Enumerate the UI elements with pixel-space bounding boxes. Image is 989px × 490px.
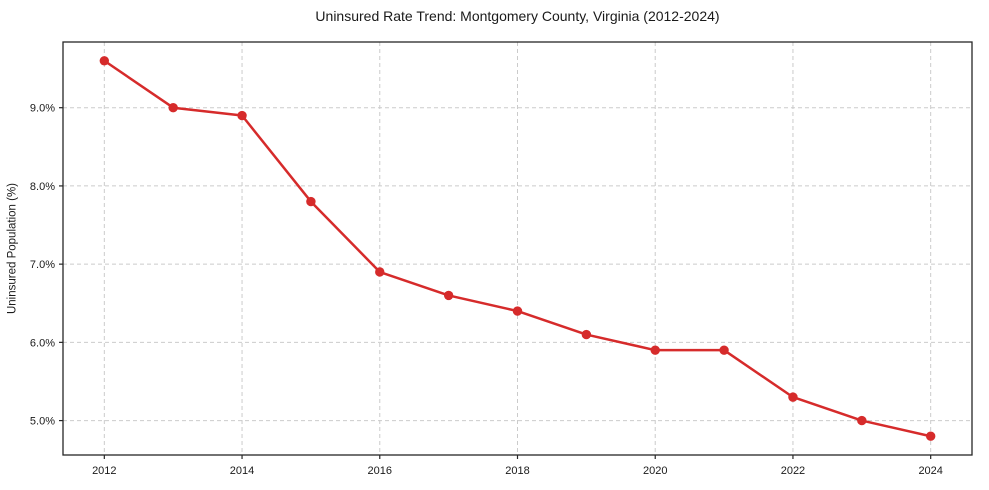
data-point-2018 <box>512 306 523 316</box>
x-tick-label: 2012 <box>92 465 116 477</box>
data-point-2022 <box>788 392 798 402</box>
x-tick-label: 2014 <box>230 465 254 477</box>
y-tick-label: 7.0% <box>30 259 55 271</box>
x-tick-label: 2024 <box>918 465 942 477</box>
x-tick-label: 2020 <box>643 465 667 477</box>
y-tick-label: 8.0% <box>30 181 55 193</box>
data-point-2024 <box>925 431 936 441</box>
y-tick-label: 9.0% <box>30 103 55 115</box>
chart-title: Uninsured Rate Trend: Montgomery County,… <box>315 8 720 24</box>
data-point-2023 <box>857 415 867 426</box>
data-point-2021 <box>719 345 729 355</box>
data-point-2015 <box>306 196 316 207</box>
data-point-2012 <box>99 56 110 66</box>
data-point-2013 <box>168 103 178 113</box>
x-tick-label: 2022 <box>781 465 805 477</box>
data-point-2016 <box>375 267 385 277</box>
x-tick-label: 2018 <box>505 465 529 477</box>
y-tick-label: 6.0% <box>30 337 55 349</box>
data-point-2017 <box>443 290 454 301</box>
data-point-2014 <box>237 110 247 121</box>
data-point-2020 <box>650 345 660 355</box>
x-tick-label: 2016 <box>368 465 392 477</box>
y-tick-label: 5.0% <box>30 416 55 428</box>
data-point-2019 <box>581 329 592 340</box>
